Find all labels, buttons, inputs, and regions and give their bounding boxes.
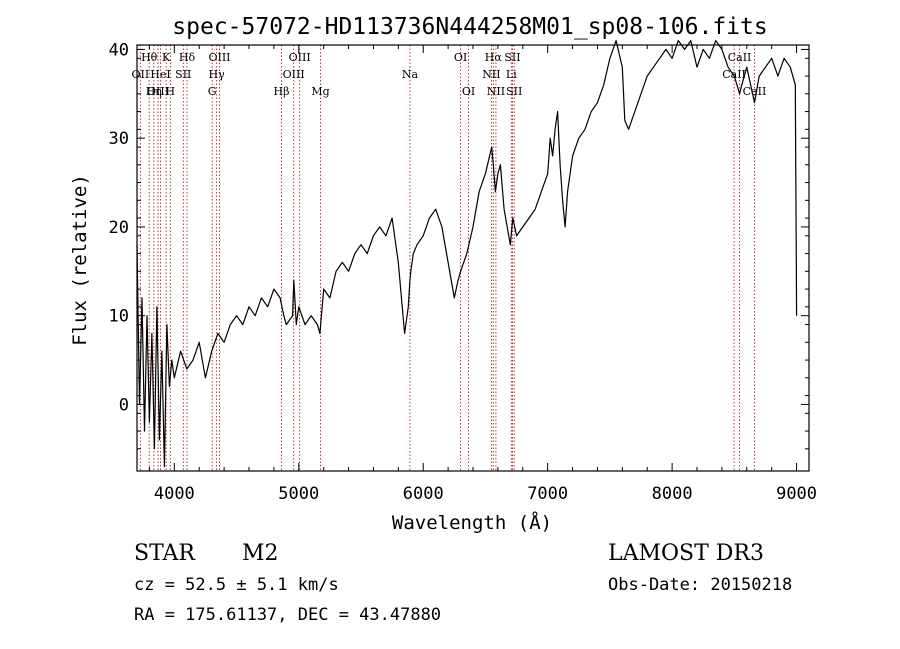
obs-date: Obs-Date: 20150218 [608, 575, 792, 595]
line-label-27: CaII [743, 85, 767, 98]
x-tick-label-0: 4000 [154, 484, 195, 504]
x-tick-label-2: 6000 [403, 484, 444, 504]
line-label-19: Hα [485, 51, 503, 64]
line-label-13: OIII [289, 51, 311, 64]
line-label-8: H [166, 85, 176, 98]
line-label-3: K [162, 51, 171, 64]
line-label-2: OIII [147, 85, 169, 98]
line-label-6: Hδ [179, 51, 196, 64]
x-tick-label-1: 5000 [278, 484, 319, 504]
line-label-21: NII [487, 85, 505, 98]
line-label-10: Hγ [209, 68, 226, 81]
line-label-5: Hη [146, 85, 162, 98]
y-tick-label-4: 40 [109, 40, 129, 60]
y-tick-label-2: 20 [109, 218, 129, 238]
x-tick-label-4: 8000 [652, 484, 693, 504]
y-tick-label-3: 30 [109, 129, 129, 149]
line-label-0: Hθ [141, 51, 158, 64]
x-tick-label-3: 7000 [527, 484, 568, 504]
chart-title: spec-57072-HD113736N444258M01_sp08-106.f… [172, 14, 767, 40]
survey-name: LAMOST DR3 [608, 541, 764, 566]
y-tick-label-0: 0 [119, 395, 129, 415]
line-label-4: HeI [150, 68, 170, 81]
line-label-23: Li [506, 68, 517, 81]
object-subclass: M2 [242, 541, 279, 566]
line-label-15: Mg [311, 85, 329, 98]
line-label-7: SII [175, 68, 191, 81]
line-label-12: Hβ [274, 85, 290, 98]
redshift-cz: cz = 52.5 ± 5.1 km/s [134, 575, 339, 595]
line-label-25: CaII [728, 51, 752, 64]
y-tick-label-1: 10 [109, 307, 129, 327]
line-label-26: CaII [722, 68, 746, 81]
plot-frame [136, 44, 810, 472]
line-label-16: Na [402, 68, 419, 81]
emission-line-markers [139, 45, 755, 471]
y-axis-ticks: 0 10 20 30 40 [109, 40, 809, 450]
line-label-11: G [208, 85, 217, 98]
line-label-14: OIII [283, 68, 305, 81]
line-label-17: OI [454, 51, 467, 64]
x-axis-ticks: 4000 5000 6000 7000 8000 9000 [148, 45, 817, 504]
flux-series-line [136, 40, 798, 468]
x-axis-label: Wavelength (Å) [392, 511, 552, 534]
line-label-9: OIII [208, 51, 230, 64]
line-label-20: NII [482, 68, 500, 81]
y-axis-label: Flux (relative) [69, 174, 91, 346]
line-label-22: SII [504, 51, 520, 64]
line-label-1: OII [132, 68, 150, 81]
object-type: STAR [134, 541, 196, 566]
x-tick-label-5: 9000 [776, 484, 817, 504]
line-label-18: OI [462, 85, 475, 98]
line-label-24: SII [506, 85, 522, 98]
ra-dec: RA = 175.61137, DEC = 43.47880 [134, 605, 441, 625]
